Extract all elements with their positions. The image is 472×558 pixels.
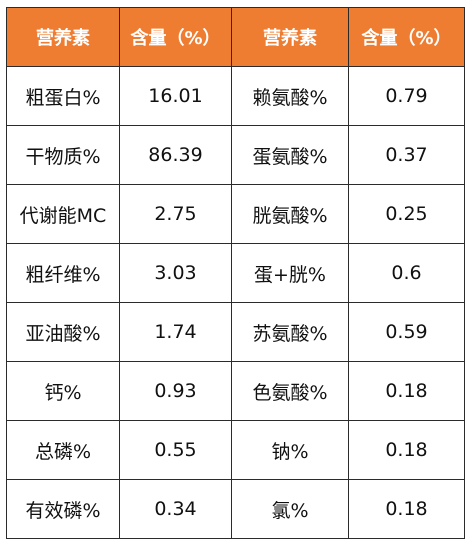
amino-acid-name: 钠% bbox=[231, 420, 349, 480]
header-content-left: 含量（%） bbox=[119, 7, 232, 67]
nutrient-value: 86.39 bbox=[119, 125, 232, 185]
header-nutrient-left: 营养素 bbox=[6, 7, 120, 67]
nutrient-name: 粗蛋白% bbox=[6, 66, 120, 126]
nutrient-name: 总磷% bbox=[6, 420, 120, 480]
nutrient-value: 0.34 bbox=[119, 479, 232, 539]
nutrient-name: 亚油酸% bbox=[6, 302, 120, 362]
amino-acid-value: 0.59 bbox=[348, 302, 465, 362]
table-row: 代谢能MC 2.75 胱氨酸% 0.25 bbox=[6, 184, 465, 244]
table-row: 亚油酸% 1.74 苏氨酸% 0.59 bbox=[6, 302, 465, 362]
nutrient-name: 有效磷% bbox=[6, 479, 120, 539]
nutrient-value: 2.75 bbox=[119, 184, 232, 244]
nutrient-name: 代谢能MC bbox=[6, 184, 120, 244]
nutrient-value: 16.01 bbox=[119, 66, 232, 126]
amino-acid-value: 0.6 bbox=[348, 243, 465, 303]
amino-acid-value: 0.18 bbox=[348, 420, 465, 480]
nutrient-value: 0.93 bbox=[119, 361, 232, 421]
table-row: 粗蛋白% 16.01 赖氨酸% 0.79 bbox=[6, 66, 465, 126]
amino-acid-name: 蛋+胱% bbox=[231, 243, 349, 303]
header-nutrient-right: 营养素 bbox=[231, 7, 349, 67]
amino-acid-name: 蛋氨酸% bbox=[231, 125, 349, 185]
table-row: 有效磷% 0.34 氯% 0.18 bbox=[6, 479, 465, 539]
table-row: 钙% 0.93 色氨酸% 0.18 bbox=[6, 361, 465, 421]
table-row: 干物质% 86.39 蛋氨酸% 0.37 bbox=[6, 125, 465, 185]
amino-acid-name: 胱氨酸% bbox=[231, 184, 349, 244]
table-row: 粗纤维% 3.03 蛋+胱% 0.6 bbox=[6, 243, 465, 303]
amino-acid-value: 0.25 bbox=[348, 184, 465, 244]
header-content-right: 含量（%） bbox=[348, 7, 465, 67]
nutrient-value: 0.55 bbox=[119, 420, 232, 480]
table-row: 总磷% 0.55 钠% 0.18 bbox=[6, 420, 465, 480]
amino-acid-value: 0.79 bbox=[348, 66, 465, 126]
nutrient-name: 干物质% bbox=[6, 125, 120, 185]
nutrient-name: 钙% bbox=[6, 361, 120, 421]
table-header-row: 营养素 含量（%） 营养素 含量（%） bbox=[6, 7, 465, 67]
nutrient-value: 3.03 bbox=[119, 243, 232, 303]
amino-acid-name: 赖氨酸% bbox=[231, 66, 349, 126]
nutrition-table: 营养素 含量（%） 营养素 含量（%） 粗蛋白% 16.01 赖氨酸% 0.79… bbox=[6, 7, 465, 539]
nutrient-value: 1.74 bbox=[119, 302, 232, 362]
amino-acid-value: 0.37 bbox=[348, 125, 465, 185]
amino-acid-value: 0.18 bbox=[348, 361, 465, 421]
amino-acid-name: 氯% bbox=[231, 479, 349, 539]
amino-acid-name: 色氨酸% bbox=[231, 361, 349, 421]
amino-acid-name: 苏氨酸% bbox=[231, 302, 349, 362]
amino-acid-value: 0.18 bbox=[348, 479, 465, 539]
nutrient-name: 粗纤维% bbox=[6, 243, 120, 303]
